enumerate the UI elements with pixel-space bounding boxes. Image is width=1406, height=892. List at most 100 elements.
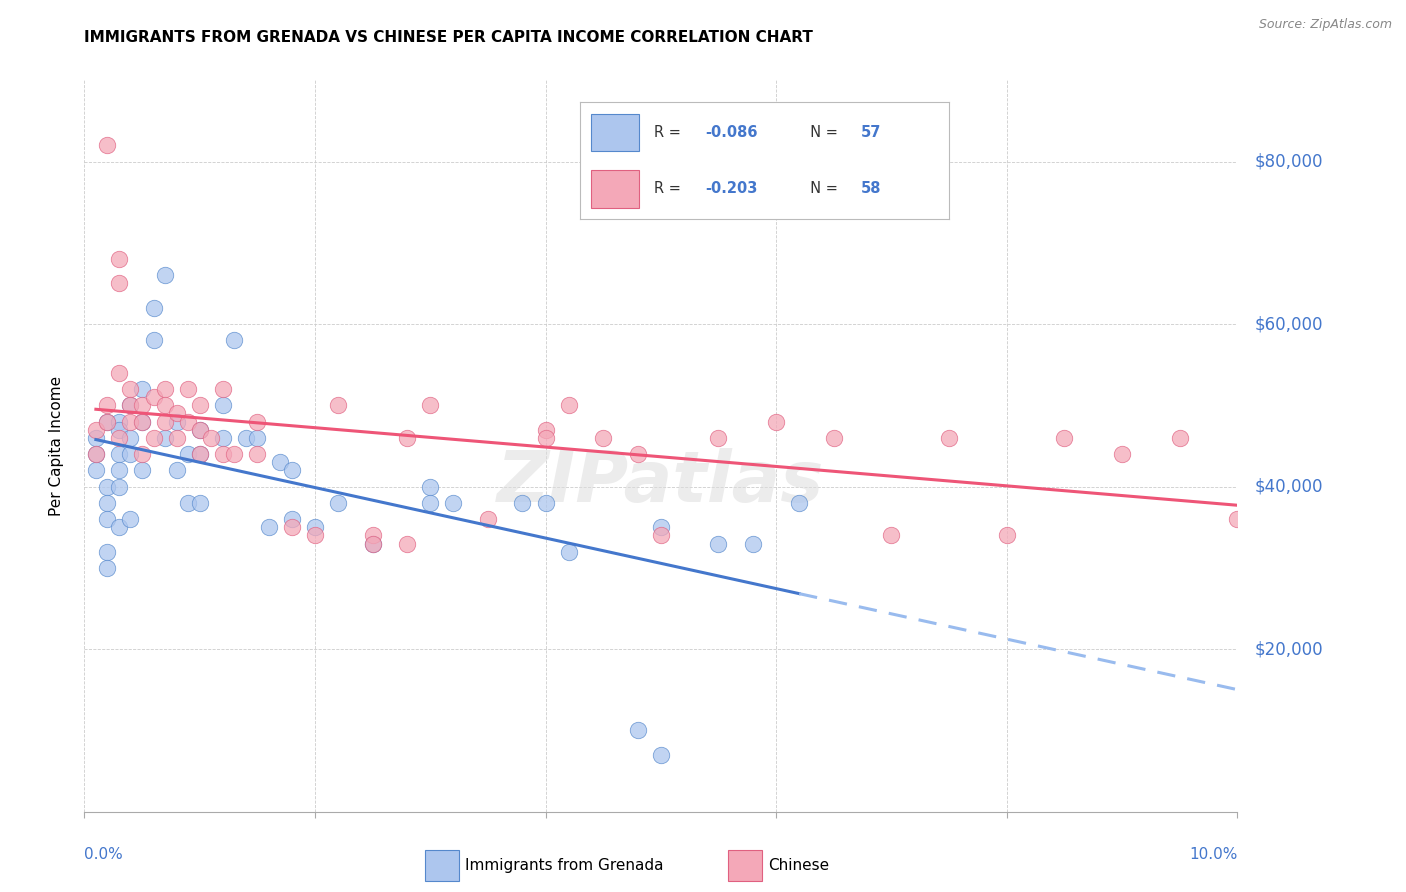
Point <box>188 423 211 437</box>
Point <box>823 431 845 445</box>
Point <box>120 382 142 396</box>
Point <box>166 415 188 429</box>
Point <box>557 398 579 412</box>
Point <box>84 431 107 445</box>
Point <box>131 382 153 396</box>
Point <box>787 496 810 510</box>
Text: ZIPatlas: ZIPatlas <box>498 448 824 517</box>
Point <box>120 415 142 429</box>
Point <box>166 463 188 477</box>
Point <box>1111 447 1133 461</box>
Point <box>120 398 142 412</box>
Point <box>441 496 464 510</box>
Text: Source: ZipAtlas.com: Source: ZipAtlas.com <box>1258 18 1392 31</box>
Text: $20,000: $20,000 <box>1254 640 1323 658</box>
Point <box>188 423 211 437</box>
FancyBboxPatch shape <box>425 849 458 881</box>
Point <box>419 480 441 494</box>
Point <box>153 431 176 445</box>
Point <box>120 447 142 461</box>
Text: $40,000: $40,000 <box>1254 477 1323 496</box>
Point <box>211 398 233 412</box>
Point <box>96 138 118 153</box>
Point <box>96 512 118 526</box>
Point <box>153 268 176 283</box>
Point <box>96 561 118 575</box>
Point <box>281 463 304 477</box>
Point <box>938 431 960 445</box>
Text: $80,000: $80,000 <box>1254 153 1323 170</box>
Point <box>211 382 233 396</box>
Point <box>108 252 131 266</box>
Point <box>108 415 131 429</box>
Point <box>246 447 269 461</box>
Point <box>650 747 672 762</box>
Point <box>995 528 1018 542</box>
Point <box>96 496 118 510</box>
Point <box>1053 431 1076 445</box>
Point <box>142 390 165 404</box>
Point <box>200 431 222 445</box>
Point <box>108 463 131 477</box>
Point <box>326 398 349 412</box>
Point <box>131 415 153 429</box>
Point <box>153 415 176 429</box>
Point <box>131 398 153 412</box>
Point <box>120 512 142 526</box>
Point <box>188 447 211 461</box>
Text: Chinese: Chinese <box>768 858 830 872</box>
Point <box>742 536 765 550</box>
Text: Immigrants from Grenada: Immigrants from Grenada <box>465 858 664 872</box>
Point <box>153 382 176 396</box>
Point <box>246 431 269 445</box>
Point <box>419 398 441 412</box>
Point <box>211 431 233 445</box>
Point <box>326 496 349 510</box>
Point <box>108 480 131 494</box>
Text: IMMIGRANTS FROM GRENADA VS CHINESE PER CAPITA INCOME CORRELATION CHART: IMMIGRANTS FROM GRENADA VS CHINESE PER C… <box>84 29 813 45</box>
Point <box>361 528 384 542</box>
Point <box>142 301 165 315</box>
Point <box>281 520 304 534</box>
Point <box>707 536 730 550</box>
Point <box>188 398 211 412</box>
Point <box>96 544 118 558</box>
Point <box>627 723 650 738</box>
Point <box>131 463 153 477</box>
Point <box>120 398 142 412</box>
Point <box>108 366 131 380</box>
Point <box>96 398 118 412</box>
Point <box>1168 431 1191 445</box>
Point <box>166 431 188 445</box>
Point <box>235 431 257 445</box>
Point <box>177 382 200 396</box>
Point <box>224 447 246 461</box>
Point <box>153 398 176 412</box>
Point <box>707 431 730 445</box>
Point <box>96 415 118 429</box>
Point <box>534 496 557 510</box>
Point <box>1226 512 1249 526</box>
Point <box>108 431 131 445</box>
Text: 10.0%: 10.0% <box>1189 847 1237 863</box>
Point <box>246 415 269 429</box>
Point <box>396 536 419 550</box>
Point <box>304 528 326 542</box>
Point <box>211 447 233 461</box>
Point <box>188 496 211 510</box>
Point <box>84 423 107 437</box>
Point <box>224 334 246 348</box>
Point <box>765 415 787 429</box>
Point <box>361 536 384 550</box>
Point <box>304 520 326 534</box>
Point <box>177 496 200 510</box>
Point <box>131 415 153 429</box>
Point <box>419 496 441 510</box>
Text: 0.0%: 0.0% <box>84 847 124 863</box>
Point <box>477 512 499 526</box>
Point <box>108 423 131 437</box>
Point <box>142 431 165 445</box>
Text: $60,000: $60,000 <box>1254 315 1323 333</box>
Point <box>534 431 557 445</box>
Point <box>269 455 291 469</box>
